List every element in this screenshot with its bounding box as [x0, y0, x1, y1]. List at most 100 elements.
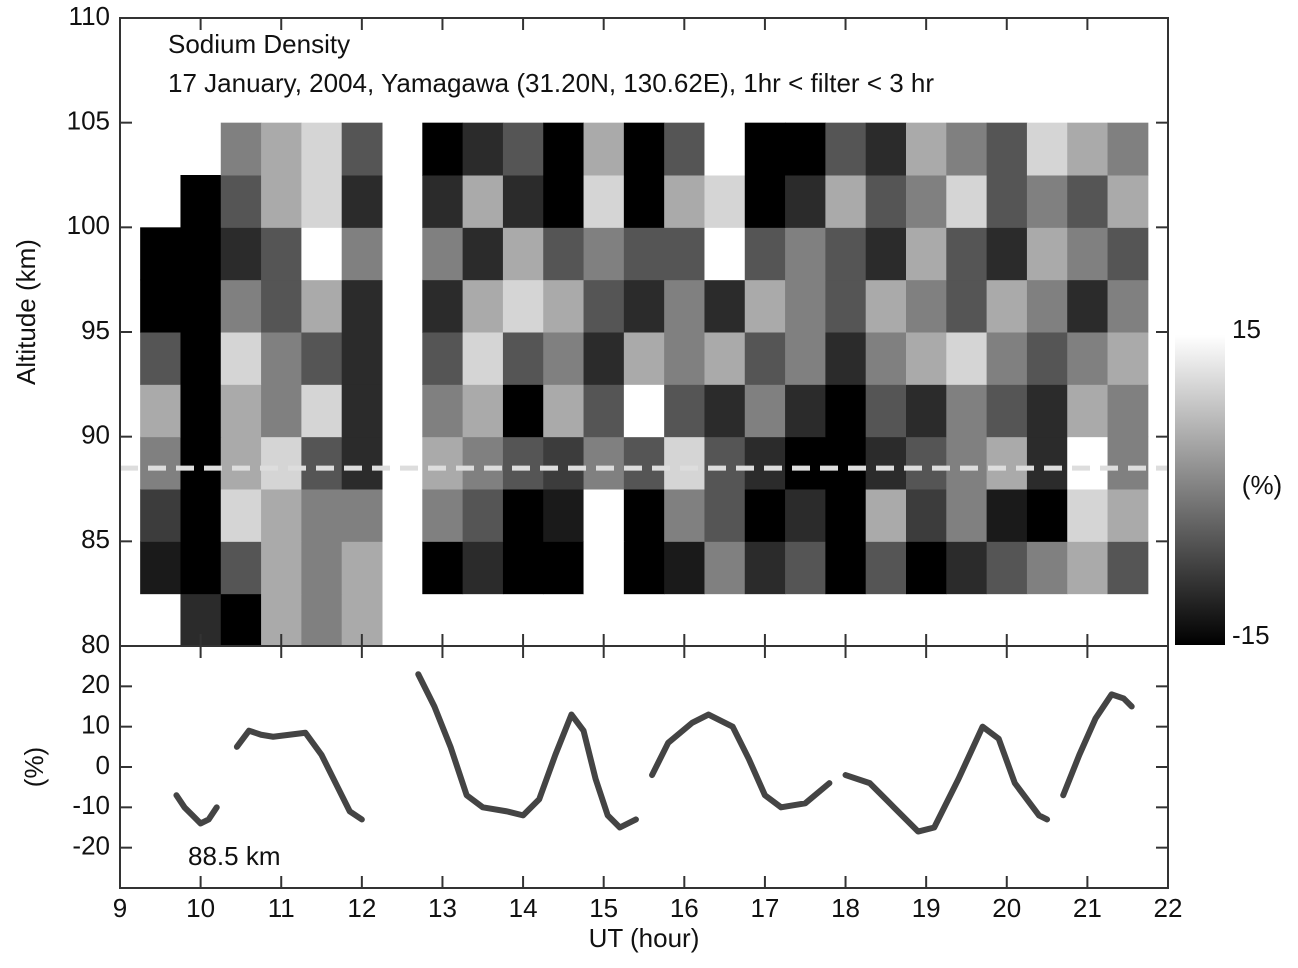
- heatmap-cell: [301, 279, 343, 333]
- heatmap-cell: [422, 384, 464, 438]
- heatmap-cell: [865, 332, 907, 385]
- heatmap-cell: [462, 279, 504, 333]
- heatmap-cell: [261, 436, 302, 490]
- heatmap-cell: [220, 541, 262, 595]
- heatmap-cell: [704, 175, 746, 228]
- heatmap-cell: [986, 541, 1028, 595]
- chart-title: Sodium Density: [168, 29, 350, 59]
- heatmap-cell: [301, 122, 343, 176]
- y-tick-label: 0: [96, 750, 110, 780]
- heatmap-cell: [341, 541, 383, 595]
- heatmap-cell: [140, 279, 181, 333]
- heatmap-cell: [301, 593, 343, 647]
- heatmap-cell: [301, 227, 343, 281]
- heatmap-cell: [502, 489, 544, 542]
- heatmap-cell: [623, 227, 665, 281]
- heatmap-cell: [704, 279, 746, 333]
- heatmap: [140, 122, 1149, 647]
- heatmap-cell: [583, 279, 625, 333]
- heatmap-cell: [906, 279, 947, 333]
- heatmap-cell: [543, 541, 585, 595]
- heatmap-cell: [785, 279, 826, 333]
- chart-subtitle: 17 January, 2004, Yamagawa (31.20N, 130.…: [168, 68, 934, 98]
- y-tick-label: 80: [81, 629, 110, 659]
- heatmap-cell: [422, 279, 464, 333]
- colorbar-label: (%): [1242, 470, 1282, 500]
- heatmap-cell: [906, 489, 947, 542]
- x-tick-label: 20: [992, 893, 1021, 923]
- heatmap-cell: [1067, 541, 1109, 595]
- heatmap-cell: [583, 332, 625, 385]
- y-tick-label: 110: [69, 1, 110, 31]
- heatmap-cell: [704, 436, 746, 490]
- heatmap-cell: [664, 332, 705, 385]
- heatmap-cell: [502, 122, 544, 176]
- heatmap-cell: [543, 436, 585, 490]
- x-tick-label: 17: [750, 893, 779, 923]
- heatmap-cell: [865, 279, 907, 333]
- x-axis-label: UT (hour): [589, 923, 700, 953]
- heatmap-cell: [301, 384, 343, 438]
- heatmap-cell: [502, 175, 544, 228]
- heatmap-cell: [664, 541, 705, 595]
- heatmap-cell: [664, 384, 705, 438]
- heatmap-cell: [543, 227, 585, 281]
- heatmap-cell: [502, 279, 544, 333]
- heatmap-cell: [462, 541, 504, 595]
- heatmap-cell: [623, 489, 665, 542]
- heatmap-cell: [664, 122, 705, 176]
- heatmap-cell: [744, 175, 786, 228]
- heatmap-cell: [220, 227, 262, 281]
- heatmap-cell: [664, 175, 705, 228]
- heatmap-cell: [1107, 436, 1149, 490]
- heatmap-cell: [623, 436, 665, 490]
- heatmap-cell: [704, 384, 746, 438]
- heatmap-cell: [906, 384, 947, 438]
- heatmap-cell: [1107, 175, 1149, 228]
- heatmap-cell: [261, 384, 302, 438]
- heatmap-cell: [583, 436, 625, 490]
- heatmap-cell: [543, 489, 585, 542]
- heatmap-cell: [785, 384, 826, 438]
- heatmap-cell: [1026, 122, 1068, 176]
- y-tick-label: 90: [81, 420, 110, 450]
- heatmap-cell: [180, 227, 222, 281]
- heatmap-cell: [744, 541, 786, 595]
- heatmap-cell: [1067, 332, 1109, 385]
- heatmap-cell: [261, 279, 302, 333]
- heatmap-cell: [1026, 227, 1068, 281]
- heatmap-cell: [220, 175, 262, 228]
- heatmap-cell: [785, 227, 826, 281]
- heatmap-cell: [140, 332, 181, 385]
- heatmap-cell: [301, 541, 343, 595]
- heatmap-cell: [1107, 227, 1149, 281]
- x-tick-label: 19: [912, 893, 941, 923]
- heatmap-cell: [986, 122, 1028, 176]
- heatmap-cell: [261, 332, 302, 385]
- heatmap-cell: [1107, 279, 1149, 333]
- heatmap-cell: [664, 279, 705, 333]
- heatmap-cell: [180, 332, 222, 385]
- heatmap-cell: [825, 332, 867, 385]
- heatmap-cell: [301, 489, 343, 542]
- heatmap-cell: [180, 541, 222, 595]
- y-tick-label: 10: [81, 710, 110, 740]
- colorbar: [1175, 335, 1225, 645]
- heatmap-cell: [946, 122, 988, 176]
- y-tick-label: 105: [67, 106, 110, 136]
- heatmap-cell: [1026, 541, 1068, 595]
- heatmap-cell: [825, 541, 867, 595]
- heatmap-cell: [341, 175, 383, 228]
- heatmap-cell: [341, 489, 383, 542]
- heatmap-cell: [261, 122, 302, 176]
- heatmap-cell: [1026, 436, 1068, 490]
- heatmap-cell: [502, 227, 544, 281]
- heatmap-cell: [422, 332, 464, 385]
- y-tick-label: 20: [81, 669, 110, 699]
- colorbar-tick-label: 15: [1232, 314, 1261, 344]
- heatmap-cell: [261, 175, 302, 228]
- heatmap-cell: [543, 122, 585, 176]
- heatmap-cell: [462, 122, 504, 176]
- heatmap-cell: [664, 436, 705, 490]
- heatmap-cell: [1067, 384, 1109, 438]
